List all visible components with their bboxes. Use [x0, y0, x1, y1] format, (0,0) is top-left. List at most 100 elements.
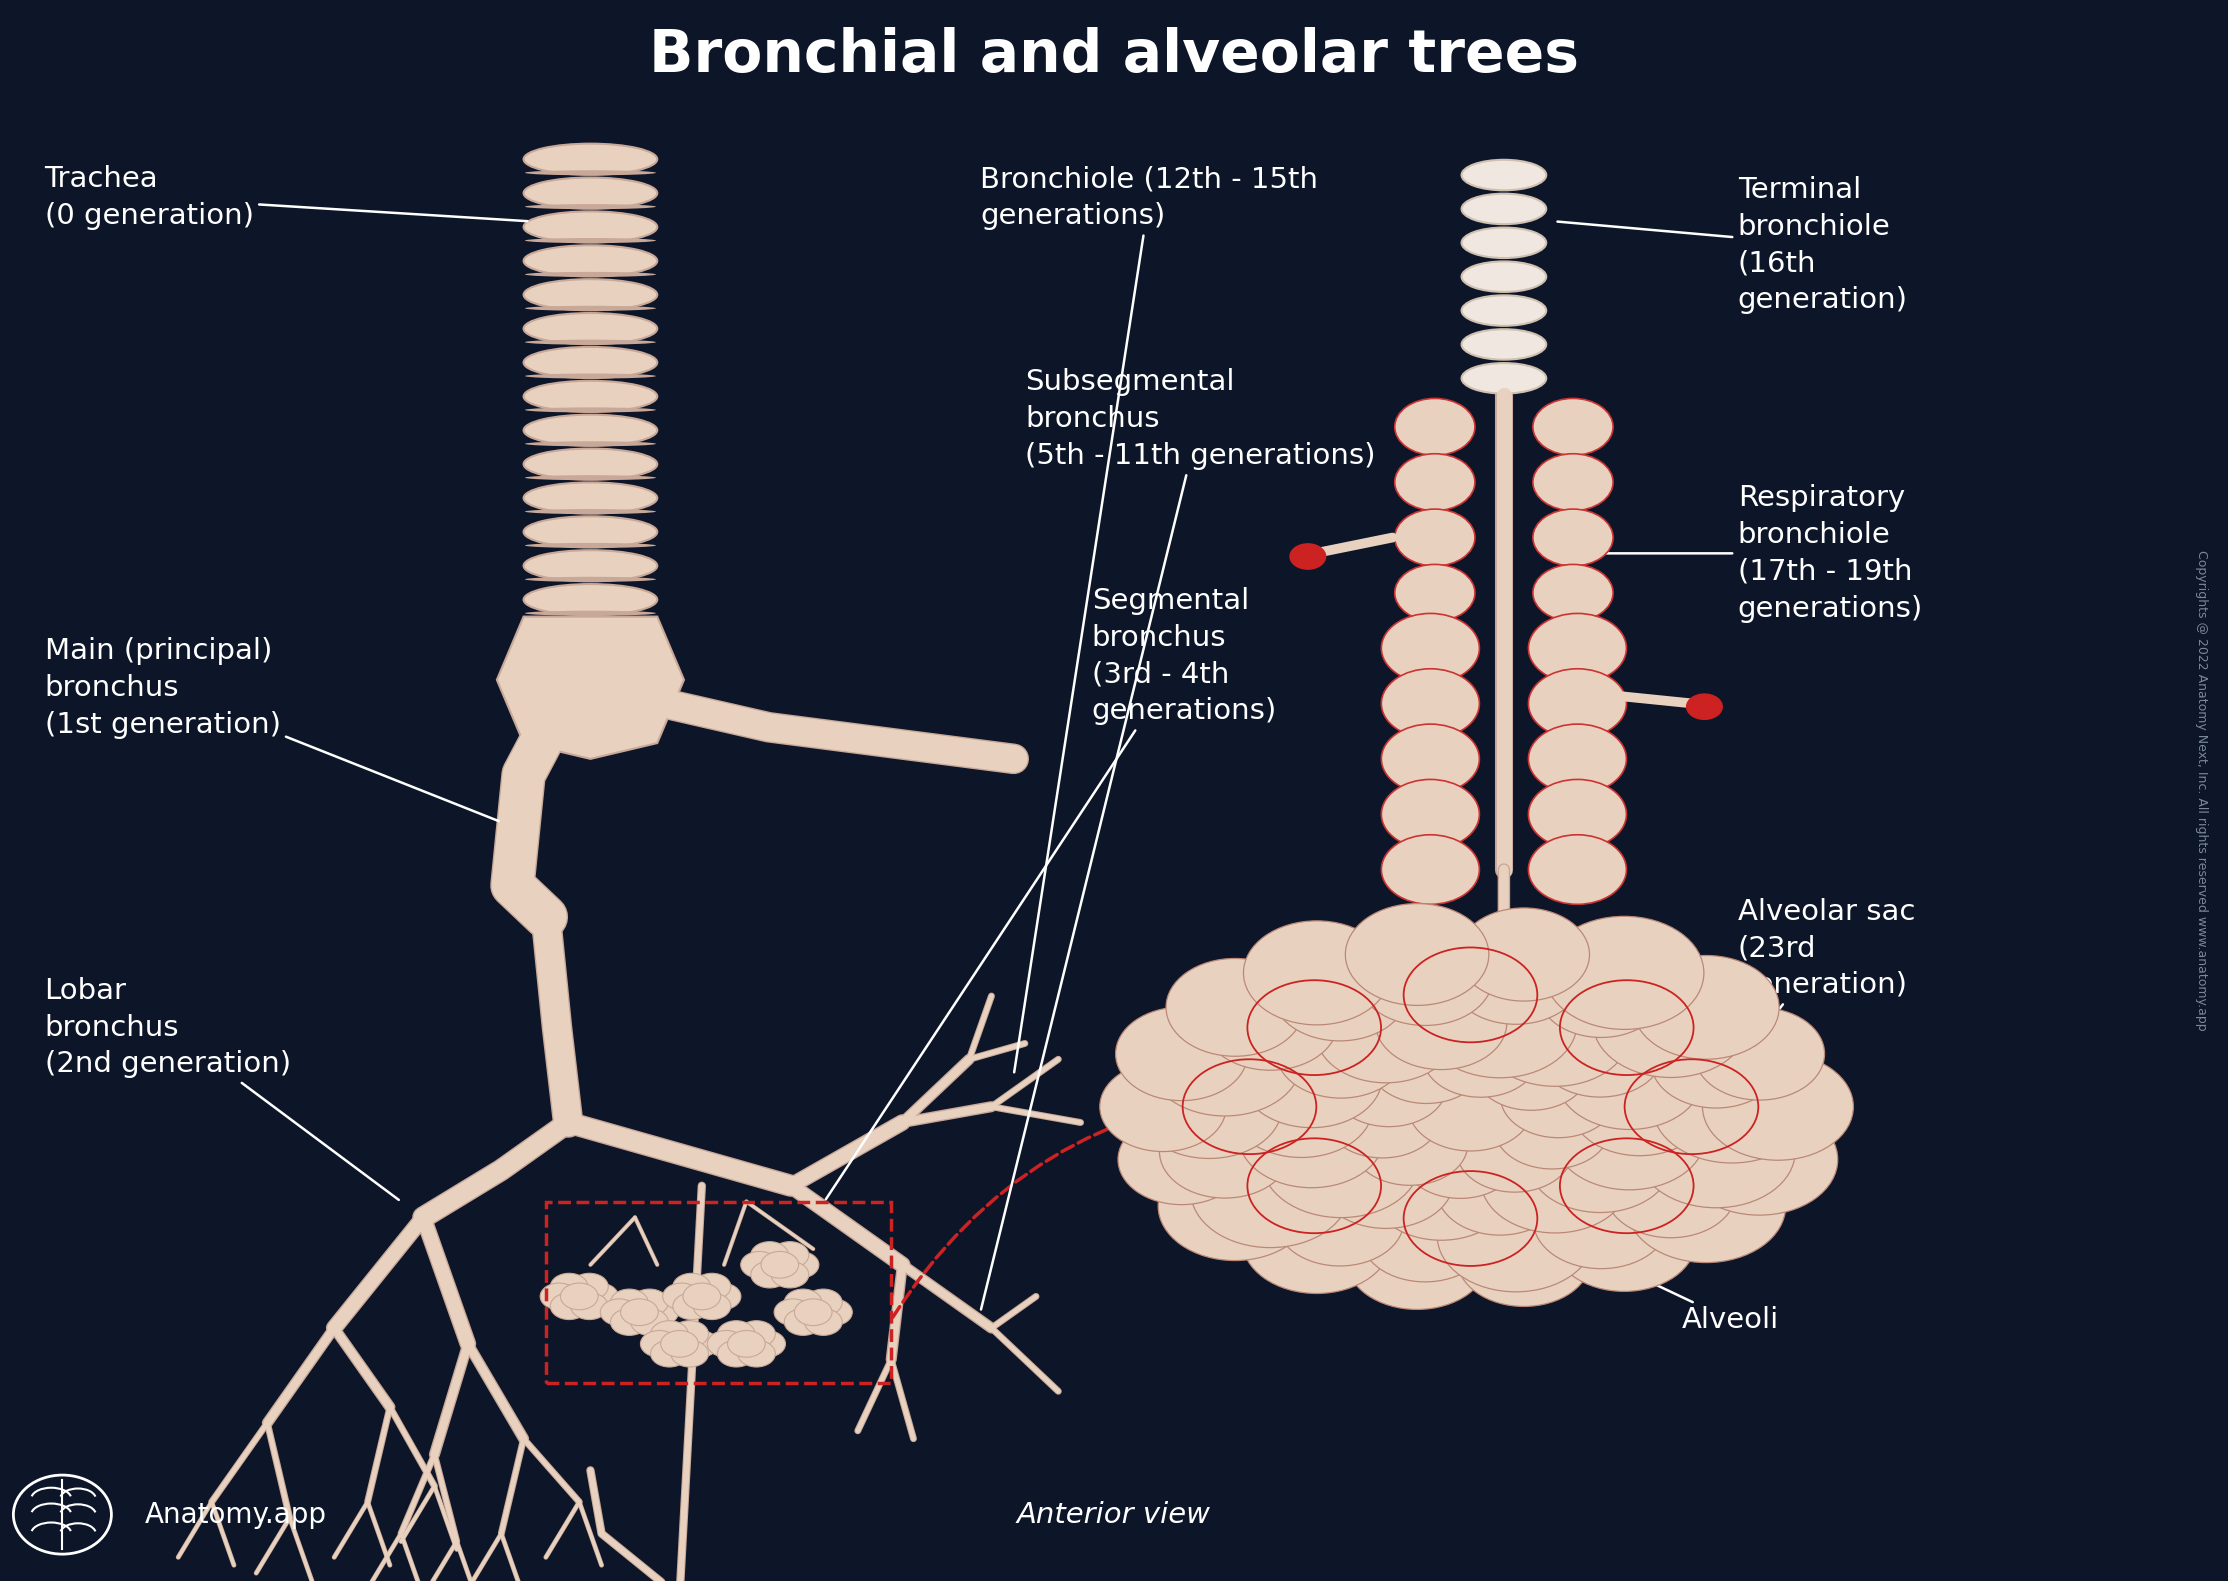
- Ellipse shape: [1462, 194, 1546, 225]
- Circle shape: [1203, 974, 1337, 1070]
- Circle shape: [1528, 724, 1626, 794]
- Text: Bronchial and alveolar trees: Bronchial and alveolar trees: [648, 27, 1580, 84]
- Circle shape: [1361, 1190, 1491, 1282]
- Circle shape: [1533, 398, 1613, 455]
- Circle shape: [815, 1300, 853, 1325]
- Circle shape: [1147, 1007, 1301, 1116]
- Circle shape: [1330, 1045, 1446, 1127]
- Circle shape: [1241, 1028, 1381, 1127]
- Text: Lobar
bronchus
(2nd generation): Lobar bronchus (2nd generation): [45, 977, 399, 1200]
- Circle shape: [1702, 1053, 1854, 1160]
- Ellipse shape: [1462, 160, 1546, 190]
- Circle shape: [684, 1284, 720, 1309]
- Circle shape: [582, 1284, 619, 1309]
- Circle shape: [1604, 1145, 1736, 1238]
- Circle shape: [570, 1293, 608, 1320]
- Circle shape: [1533, 509, 1613, 566]
- Ellipse shape: [524, 212, 657, 242]
- Circle shape: [740, 1252, 778, 1277]
- Ellipse shape: [1462, 261, 1546, 292]
- Ellipse shape: [524, 144, 657, 175]
- Circle shape: [771, 1241, 809, 1268]
- Circle shape: [1101, 1062, 1225, 1151]
- Circle shape: [1459, 907, 1589, 1001]
- Circle shape: [1544, 917, 1704, 1029]
- Ellipse shape: [526, 239, 655, 243]
- Ellipse shape: [524, 517, 657, 547]
- Circle shape: [1381, 613, 1479, 683]
- Ellipse shape: [1462, 296, 1546, 326]
- Circle shape: [1357, 930, 1493, 1026]
- Circle shape: [1381, 669, 1479, 738]
- Circle shape: [1352, 1104, 1468, 1186]
- Circle shape: [1317, 983, 1457, 1083]
- Ellipse shape: [526, 305, 655, 311]
- Circle shape: [1528, 779, 1626, 849]
- Circle shape: [1693, 1007, 1825, 1100]
- Ellipse shape: [524, 414, 657, 446]
- Circle shape: [1375, 977, 1506, 1070]
- Circle shape: [682, 1331, 720, 1356]
- Circle shape: [550, 1273, 588, 1300]
- Ellipse shape: [524, 449, 657, 479]
- Circle shape: [561, 1284, 597, 1309]
- Ellipse shape: [526, 542, 655, 549]
- Circle shape: [704, 1284, 742, 1309]
- Circle shape: [1651, 1015, 1780, 1108]
- Circle shape: [570, 1273, 608, 1300]
- Circle shape: [1319, 1132, 1453, 1228]
- Circle shape: [751, 1241, 789, 1268]
- Circle shape: [1528, 669, 1626, 738]
- Circle shape: [1553, 1081, 1707, 1190]
- Circle shape: [1687, 694, 1722, 719]
- Ellipse shape: [526, 577, 655, 582]
- Circle shape: [1395, 509, 1475, 566]
- Circle shape: [1533, 454, 1613, 511]
- Circle shape: [1408, 1062, 1533, 1151]
- Circle shape: [1450, 930, 1582, 1024]
- Circle shape: [693, 1293, 731, 1320]
- Circle shape: [737, 1320, 775, 1347]
- Circle shape: [1457, 1211, 1591, 1306]
- Ellipse shape: [526, 340, 655, 345]
- Text: Trachea
(0 generation): Trachea (0 generation): [45, 166, 528, 229]
- Ellipse shape: [524, 280, 657, 310]
- Circle shape: [1626, 1149, 1785, 1263]
- Text: Subsegmental
bronchus
(5th - 11th generations): Subsegmental bronchus (5th - 11th genera…: [980, 368, 1375, 1309]
- Circle shape: [749, 1331, 786, 1356]
- Circle shape: [717, 1320, 755, 1347]
- Circle shape: [1326, 1075, 1442, 1157]
- Ellipse shape: [526, 408, 655, 413]
- Circle shape: [1290, 544, 1326, 569]
- Circle shape: [1571, 1058, 1709, 1156]
- Circle shape: [1424, 968, 1577, 1078]
- Circle shape: [673, 1273, 711, 1300]
- Circle shape: [631, 1289, 668, 1315]
- Circle shape: [1533, 564, 1613, 621]
- Circle shape: [622, 1300, 657, 1325]
- Circle shape: [1381, 835, 1479, 904]
- Circle shape: [737, 1341, 775, 1368]
- Ellipse shape: [524, 550, 657, 582]
- Circle shape: [1346, 904, 1488, 1006]
- Text: Alveolar sac
(23rd
generation): Alveolar sac (23rd generation): [1738, 898, 1916, 1042]
- Circle shape: [1118, 1115, 1245, 1205]
- Circle shape: [671, 1320, 709, 1347]
- Ellipse shape: [524, 346, 657, 378]
- Circle shape: [662, 1284, 700, 1309]
- Circle shape: [1346, 1208, 1488, 1309]
- Circle shape: [1395, 564, 1475, 621]
- Ellipse shape: [524, 245, 657, 277]
- Circle shape: [610, 1309, 648, 1336]
- Text: Anatomy.app: Anatomy.app: [145, 1500, 328, 1529]
- Circle shape: [1395, 454, 1475, 511]
- Circle shape: [1401, 1116, 1517, 1198]
- Circle shape: [1633, 955, 1780, 1059]
- Circle shape: [631, 1309, 668, 1336]
- Circle shape: [673, 1293, 711, 1320]
- Circle shape: [610, 1289, 648, 1315]
- Text: Terminal
bronchiole
(16th
generation): Terminal bronchiole (16th generation): [1557, 175, 1907, 315]
- Circle shape: [1277, 1006, 1406, 1099]
- Circle shape: [771, 1262, 809, 1289]
- Circle shape: [639, 1331, 677, 1356]
